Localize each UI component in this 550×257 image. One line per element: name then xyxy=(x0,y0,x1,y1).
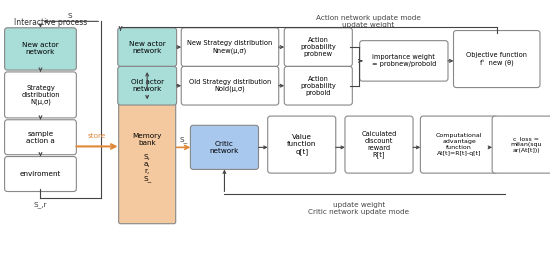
FancyBboxPatch shape xyxy=(284,28,353,66)
FancyBboxPatch shape xyxy=(284,66,353,105)
FancyBboxPatch shape xyxy=(190,125,258,169)
Text: Objective function
fᵗ  new (θ): Objective function fᵗ new (θ) xyxy=(466,52,527,66)
Text: New actor
network: New actor network xyxy=(129,41,166,54)
Text: sample
action a: sample action a xyxy=(26,131,55,144)
FancyBboxPatch shape xyxy=(345,116,413,173)
Text: S_: S_ xyxy=(180,136,188,143)
Text: update weight: update weight xyxy=(342,22,394,28)
Text: Interactive process: Interactive process xyxy=(14,18,87,27)
FancyBboxPatch shape xyxy=(420,116,498,173)
Text: importance weight
= probnew/probold: importance weight = probnew/probold xyxy=(372,54,436,67)
FancyBboxPatch shape xyxy=(454,31,540,88)
FancyBboxPatch shape xyxy=(118,66,177,105)
FancyBboxPatch shape xyxy=(119,91,175,224)
Text: Value
function
q[t]: Value function q[t] xyxy=(287,134,316,155)
Text: enviroment: enviroment xyxy=(20,171,61,177)
Text: Old actor
network: Old actor network xyxy=(130,79,164,92)
Text: New Strategy distribution
Nnew(μ,σ): New Strategy distribution Nnew(μ,σ) xyxy=(188,40,273,54)
Text: Critic network update mode: Critic network update mode xyxy=(308,209,409,215)
FancyBboxPatch shape xyxy=(118,28,177,66)
Text: S: S xyxy=(68,13,72,20)
Text: Old Strategy distribution
Nold(μ,σ): Old Strategy distribution Nold(μ,σ) xyxy=(189,79,271,93)
Text: store: store xyxy=(87,133,106,139)
Text: Action network update mode: Action network update mode xyxy=(316,15,420,21)
FancyBboxPatch shape xyxy=(268,116,336,173)
Text: c_loss =
mean(squ
ar(At[t])): c_loss = mean(squ ar(At[t])) xyxy=(510,136,542,153)
Text: Calculated
discount
reward
R[t]: Calculated discount reward R[t] xyxy=(361,131,397,159)
Text: Computational
advantage
function
At[t]=R[t]-q[t]: Computational advantage function At[t]=R… xyxy=(436,133,482,156)
FancyBboxPatch shape xyxy=(4,120,76,155)
Text: New actor
network: New actor network xyxy=(22,42,59,56)
Text: Memory
bank

S,
a,
r,
S_: Memory bank S, a, r, S_ xyxy=(133,133,162,182)
Text: S_,r: S_,r xyxy=(34,202,47,208)
FancyBboxPatch shape xyxy=(4,28,76,70)
FancyBboxPatch shape xyxy=(360,41,448,81)
FancyBboxPatch shape xyxy=(181,66,279,105)
Text: Action
probability
probold: Action probability probold xyxy=(300,76,336,96)
Text: update weight: update weight xyxy=(333,202,385,208)
Text: Action
probability
probnew: Action probability probnew xyxy=(300,37,336,57)
FancyBboxPatch shape xyxy=(4,157,76,191)
FancyBboxPatch shape xyxy=(181,28,279,66)
Text: Critic
network: Critic network xyxy=(210,141,239,154)
FancyBboxPatch shape xyxy=(4,72,76,118)
Text: Strategy
distribution
N(μ,σ): Strategy distribution N(μ,σ) xyxy=(21,85,60,105)
FancyBboxPatch shape xyxy=(492,116,550,173)
